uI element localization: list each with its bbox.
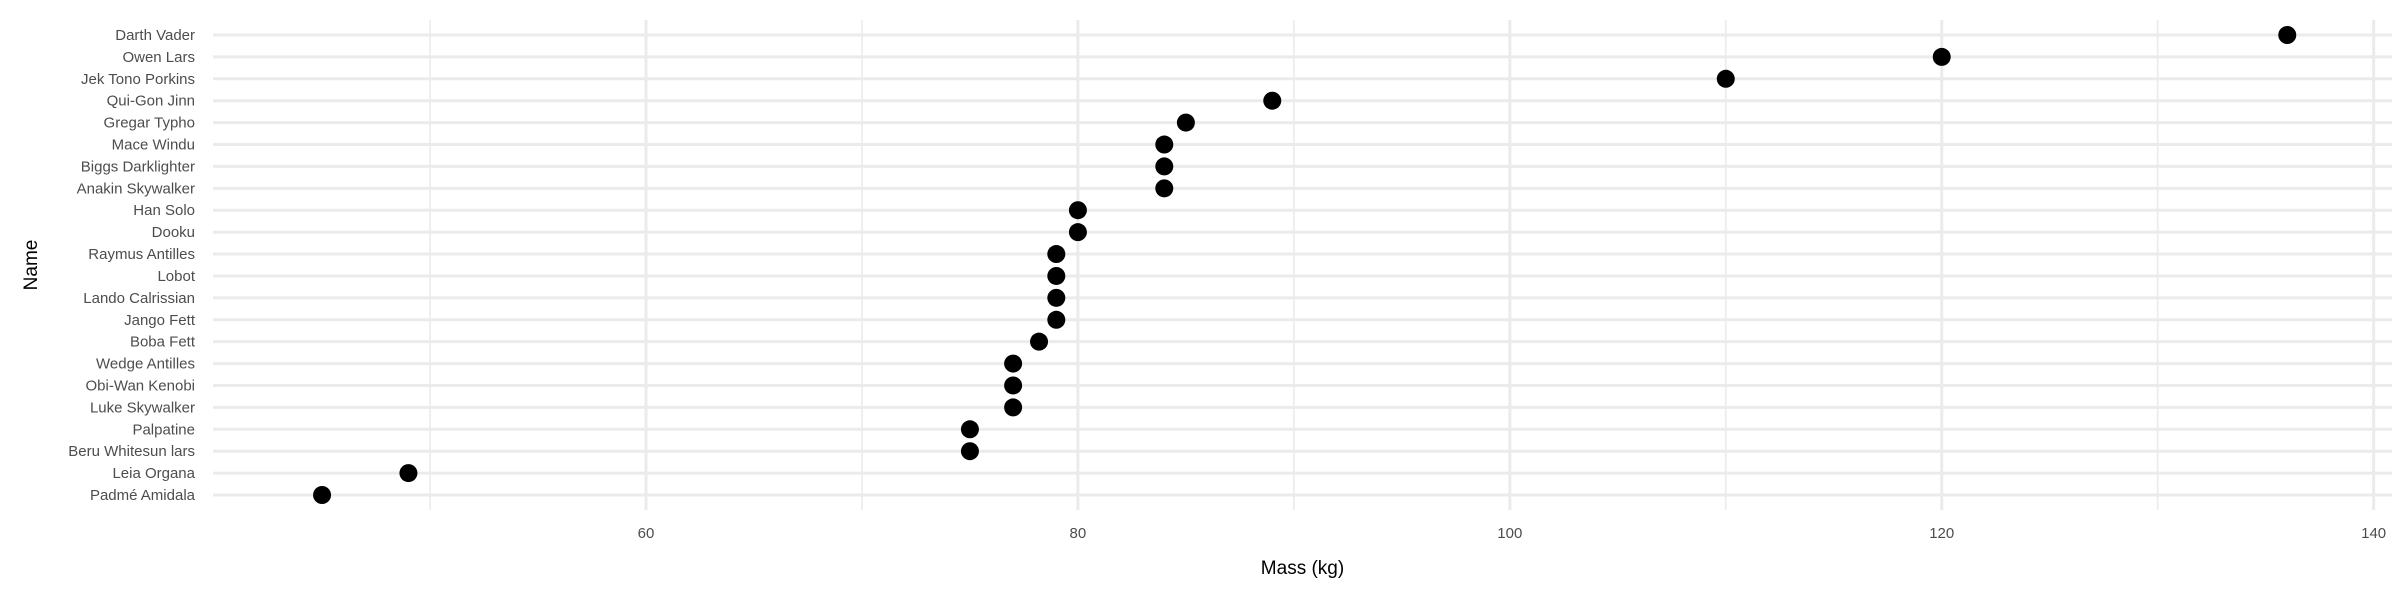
- y-tick-label: Jek Tono Porkins: [81, 71, 195, 88]
- y-tick-label: Wedge Antilles: [96, 356, 195, 373]
- data-point: [960, 442, 979, 461]
- data-point: [313, 486, 332, 504]
- grid-layer: [213, 20, 2392, 510]
- x-tick-label: 140: [2361, 525, 2386, 542]
- x-axis-title: Mass (kg): [1261, 558, 1344, 579]
- y-tick-label: Lando Calrissian: [83, 290, 195, 307]
- x-tick-label: 80: [1070, 525, 1087, 542]
- x-tick-label: 120: [1929, 525, 1954, 542]
- y-tick-label: Anakin Skywalker: [77, 180, 195, 197]
- y-tick-label: Padmé Amidala: [90, 487, 196, 504]
- data-point: [1716, 69, 1735, 88]
- y-tick-label: Biggs Darklighter: [81, 158, 195, 175]
- points-layer: [313, 26, 2297, 504]
- data-point: [1155, 179, 1174, 198]
- y-tick-label: Han Solo: [133, 202, 195, 219]
- y-tick-label: Leia Organa: [112, 465, 195, 482]
- y-tick-label: Darth Vader: [115, 27, 195, 44]
- y-tick-label: Obi-Wan Kenobi: [86, 377, 196, 394]
- y-tick-label: Luke Skywalker: [90, 399, 195, 416]
- y-tick-label: Owen Lars: [122, 49, 195, 66]
- data-point: [1004, 354, 1023, 373]
- data-point: [1047, 288, 1066, 307]
- data-point: [2278, 26, 2297, 44]
- y-tick-label: Boba Fett: [130, 334, 196, 351]
- data-point: [1068, 201, 1087, 220]
- data-point: [960, 420, 979, 439]
- x-tick-label: 60: [638, 525, 655, 542]
- data-point: [1932, 47, 1951, 66]
- y-tick-label: Mace Windu: [112, 137, 195, 154]
- data-point: [1047, 266, 1066, 285]
- y-tick-label: Raymus Antilles: [88, 246, 195, 263]
- y-axis-title: Name: [21, 240, 42, 291]
- y-tick-label: Jango Fett: [124, 312, 196, 329]
- y-tick-labels: Padmé Amidala Leia Organa Beru Whitesun la…: [68, 27, 196, 504]
- data-point: [1155, 135, 1174, 154]
- data-point: [399, 464, 418, 483]
- y-tick-label: Beru Whitesun lars: [68, 443, 195, 460]
- y-tick-label: Dooku: [152, 224, 195, 241]
- data-point: [1068, 223, 1087, 242]
- data-point: [1176, 113, 1195, 132]
- data-point: [1263, 91, 1282, 110]
- data-point: [1004, 398, 1023, 417]
- x-tick-labels: 60 80 100 120 140: [638, 525, 2387, 542]
- data-point: [1004, 376, 1023, 395]
- y-tick-label: Qui-Gon Jinn: [107, 93, 195, 110]
- data-point: [1047, 310, 1066, 329]
- y-tick-label: Gregar Typho: [104, 115, 195, 132]
- data-point: [1030, 332, 1049, 351]
- y-tick-label: Lobot: [157, 268, 195, 285]
- data-point: [1047, 245, 1066, 264]
- y-tick-label: Palpatine: [132, 421, 195, 438]
- x-tick-label: 100: [1497, 525, 1522, 542]
- data-point: [1155, 157, 1174, 176]
